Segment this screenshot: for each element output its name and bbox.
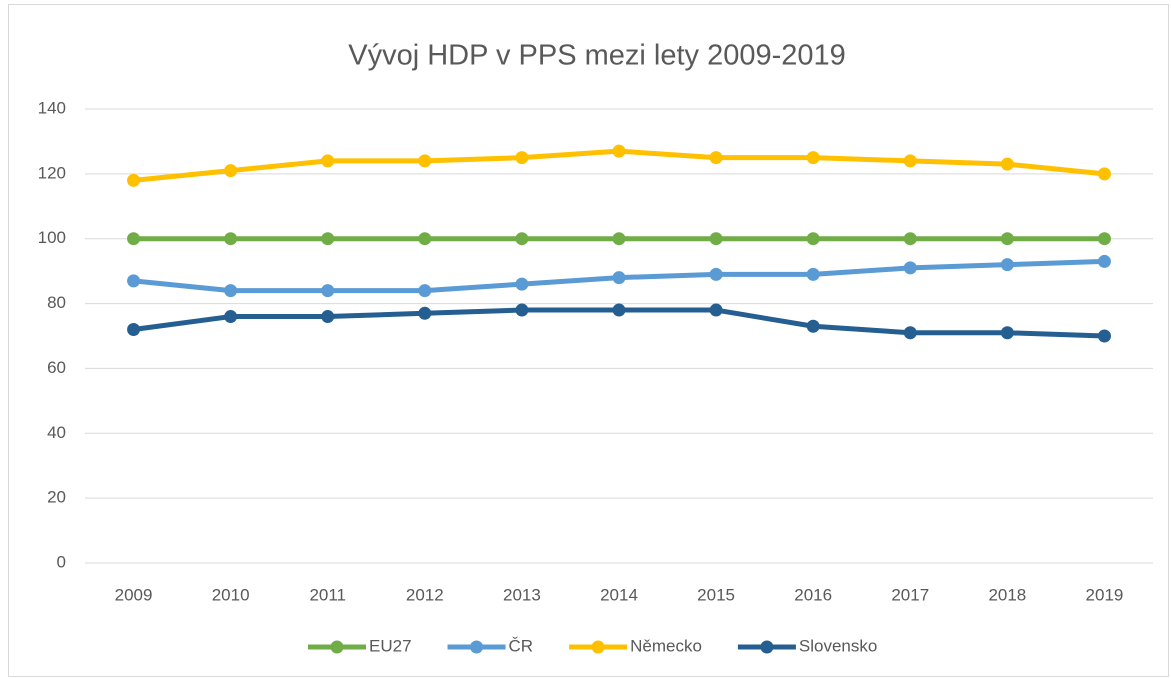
y-tick-label: 140: [38, 98, 66, 117]
point: [515, 232, 529, 246]
point: [224, 310, 238, 324]
point: [321, 284, 335, 298]
point: [127, 232, 141, 246]
point: [612, 271, 626, 285]
point: [515, 151, 529, 165]
point: [709, 232, 723, 246]
point: [612, 232, 626, 246]
legend-marker: [470, 640, 484, 654]
point: [515, 303, 529, 317]
legend-label: Slovensko: [799, 636, 877, 655]
x-tick-label: 2014: [600, 585, 638, 604]
point: [1097, 232, 1111, 246]
legend-marker: [760, 640, 774, 654]
point: [612, 303, 626, 317]
point: [709, 267, 723, 281]
point: [903, 326, 917, 340]
point: [515, 277, 529, 291]
point: [127, 173, 141, 187]
point: [806, 267, 820, 281]
point: [806, 151, 820, 165]
x-tick-label: 2018: [988, 585, 1026, 604]
legend-label: EU27: [369, 636, 412, 655]
point: [127, 323, 141, 337]
x-tick-label: 2019: [1086, 585, 1124, 604]
point: [321, 154, 335, 168]
point: [224, 164, 238, 178]
point: [418, 154, 432, 168]
y-tick-label: 20: [47, 488, 66, 507]
x-tick-label: 2017: [891, 585, 929, 604]
x-tick-label: 2016: [794, 585, 832, 604]
x-tick-label: 2012: [406, 585, 444, 604]
x-tick-label: 2009: [115, 585, 153, 604]
legend-label: Německo: [630, 636, 702, 655]
point: [1000, 157, 1014, 171]
point: [1097, 254, 1111, 268]
point: [612, 144, 626, 158]
point: [127, 274, 141, 288]
point: [806, 232, 820, 246]
point: [418, 284, 432, 298]
legend-marker: [330, 640, 344, 654]
point: [903, 232, 917, 246]
y-tick-label: 60: [47, 358, 66, 377]
y-tick-label: 120: [38, 163, 66, 182]
point: [224, 284, 238, 298]
legend-label: ČR: [509, 636, 534, 655]
y-tick-label: 40: [47, 423, 66, 442]
x-tick-label: 2010: [212, 585, 250, 604]
legend-marker: [591, 640, 605, 654]
point: [709, 151, 723, 165]
y-tick-label: 80: [47, 293, 66, 312]
chart-border: [8, 4, 1169, 677]
point: [709, 303, 723, 317]
point: [1000, 326, 1014, 340]
point: [903, 154, 917, 168]
y-tick-label: 0: [57, 552, 66, 571]
point: [1000, 258, 1014, 272]
point: [1000, 232, 1014, 246]
chart-title: Vývoj HDP v PPS mezi lety 2009-2019: [348, 40, 846, 72]
x-tick-label: 2013: [503, 585, 541, 604]
point: [903, 261, 917, 275]
point: [321, 232, 335, 246]
point: [418, 306, 432, 320]
point: [418, 232, 432, 246]
point: [224, 232, 238, 246]
y-tick-label: 100: [38, 228, 66, 247]
point: [1097, 167, 1111, 181]
x-tick-label: 2015: [697, 585, 735, 604]
point: [806, 319, 820, 333]
point: [1097, 329, 1111, 343]
x-tick-label: 2011: [309, 585, 346, 604]
point: [321, 310, 335, 324]
